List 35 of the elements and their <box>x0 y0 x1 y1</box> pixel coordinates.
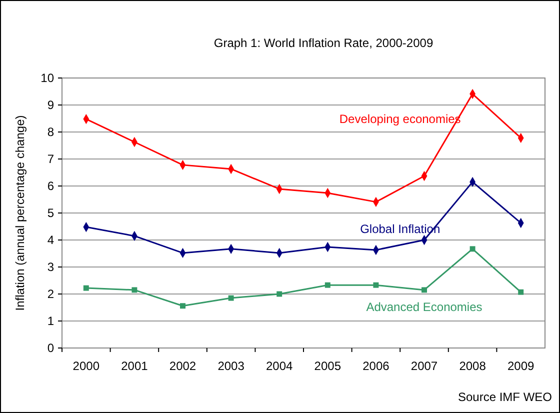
x-tick-label: 2004 <box>266 359 294 373</box>
y-tick-label: 0 <box>47 341 54 356</box>
point <box>132 287 138 293</box>
x-tick-label: 2009 <box>508 359 535 373</box>
x-tick-label: 2006 <box>362 359 390 373</box>
x-tick-label: 2002 <box>169 359 196 373</box>
y-tick-label: 5 <box>47 206 54 220</box>
y-tick-label: 6 <box>47 179 54 194</box>
point <box>180 303 186 309</box>
point <box>422 287 427 293</box>
y-tick-label: 8 <box>47 125 54 140</box>
y-tick-label: 2 <box>47 287 54 302</box>
chart-title: Graph 1: World Inflation Rate, 2000-2009 <box>214 36 434 50</box>
y-tick-label: 7 <box>47 152 54 166</box>
x-tick-label: 2005 <box>314 359 342 373</box>
point <box>83 285 89 291</box>
y-tick-label: 4 <box>47 233 54 248</box>
point <box>373 282 379 288</box>
x-tick-label: 2008 <box>459 359 486 373</box>
point <box>470 246 476 252</box>
y-tick-label: 1 <box>47 314 54 328</box>
point <box>324 282 330 288</box>
y-tick-label: 10 <box>40 71 54 86</box>
point <box>228 295 234 301</box>
x-tick-label: 2003 <box>218 359 245 373</box>
y-axis-title: Inflation (annual percentage change) <box>13 115 27 311</box>
y-tick-label: 3 <box>47 260 54 274</box>
point <box>276 291 282 297</box>
series-label: Advanced Economies <box>366 300 482 314</box>
x-tick-label: 2000 <box>72 359 100 373</box>
x-tick-label: 2001 <box>121 359 148 373</box>
y-tick-label: 9 <box>47 98 54 112</box>
source-note: Source IMF WEO <box>458 390 552 404</box>
x-tick-label: 2007 <box>410 359 438 373</box>
point <box>518 289 524 295</box>
